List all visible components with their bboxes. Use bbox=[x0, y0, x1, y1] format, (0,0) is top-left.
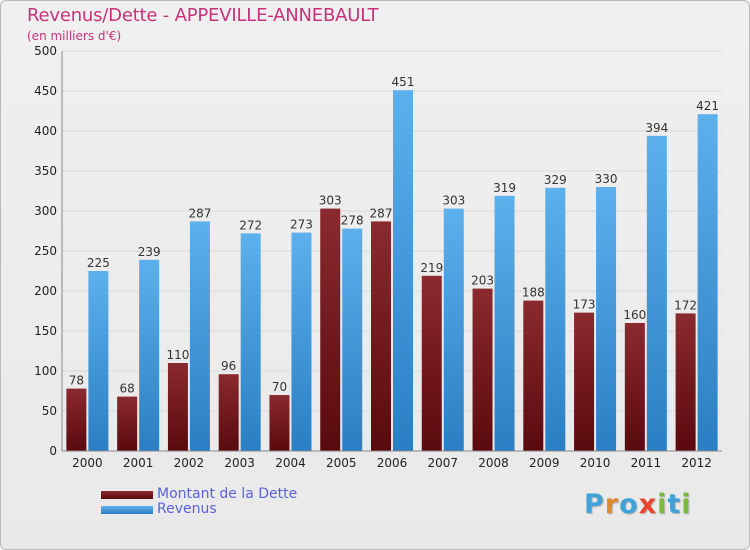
y-tick-label: 100 bbox=[34, 364, 57, 378]
y-tick-label: 350 bbox=[34, 164, 57, 178]
data-label-revenus-2007: 303 bbox=[442, 194, 465, 208]
chart-title: Revenus/Dette - APPEVILLE-ANNEBAULT bbox=[27, 5, 379, 26]
bar-dette-2007 bbox=[421, 275, 442, 451]
data-label-revenus-2004: 273 bbox=[290, 218, 313, 232]
legend-swatch-dette bbox=[101, 490, 153, 499]
data-label-revenus-2006: 451 bbox=[392, 75, 415, 89]
data-label-dette-2011: 160 bbox=[623, 308, 646, 322]
bar-revenus-2000 bbox=[88, 271, 109, 451]
bar-revenus-2006 bbox=[393, 90, 413, 451]
legend-label-dette: Montant de la Dette bbox=[157, 486, 298, 502]
bars bbox=[66, 90, 718, 452]
logo-letter: o bbox=[619, 489, 639, 520]
data-label-revenus-2001: 239 bbox=[138, 245, 161, 259]
x-tick-label-2010: 2010 bbox=[580, 456, 611, 470]
y-tick-label: 300 bbox=[34, 204, 57, 218]
y-tick-label: 200 bbox=[34, 284, 57, 298]
data-label-dette-2010: 173 bbox=[573, 298, 596, 312]
data-label-dette-2009: 188 bbox=[522, 286, 545, 300]
axes: 0 50 100 150 200 250 300 350 400 450 500 2000 2001 20… bbox=[34, 44, 722, 470]
bar-dette-2001 bbox=[117, 396, 138, 451]
bar-dette-2010 bbox=[574, 312, 595, 451]
data-label-dette-2007: 219 bbox=[420, 261, 443, 275]
bar-revenus-2009 bbox=[545, 187, 566, 452]
grid-lines bbox=[62, 50, 722, 452]
data-label-dette-2002: 110 bbox=[166, 348, 189, 362]
y-tick-label: 400 bbox=[34, 124, 57, 138]
logo-letter: x bbox=[638, 489, 658, 520]
bar-dette-2006 bbox=[371, 221, 391, 451]
x-tick-label-2005: 2005 bbox=[326, 456, 357, 470]
logo-letter: i bbox=[681, 489, 692, 520]
data-label-revenus-2003: 272 bbox=[239, 218, 262, 232]
data-label-dette-2005: 303 bbox=[319, 194, 342, 208]
bar-dette-2004 bbox=[269, 395, 290, 451]
bar-revenus-2002 bbox=[189, 221, 210, 451]
bar-dette-2011 bbox=[624, 323, 645, 451]
bar-revenus-2008 bbox=[494, 195, 515, 451]
x-tick-label-2003: 2003 bbox=[224, 456, 255, 470]
bar-dette-2003 bbox=[218, 374, 239, 451]
data-label-revenus-2008: 319 bbox=[493, 181, 516, 195]
logo-letter: i bbox=[657, 489, 668, 520]
bar-revenus-2003 bbox=[240, 233, 261, 451]
data-label-dette-2003: 96 bbox=[221, 359, 236, 373]
x-tick-label-2002: 2002 bbox=[174, 456, 205, 470]
bar-dette-2005 bbox=[320, 208, 341, 451]
bar-revenus-2010 bbox=[596, 187, 617, 451]
legend-swatch-revenus bbox=[101, 505, 153, 514]
y-tick-label: 150 bbox=[34, 324, 57, 338]
data-label-dette-2001: 68 bbox=[120, 382, 135, 396]
bar-revenus-2001 bbox=[139, 259, 160, 451]
y-tick-label: 450 bbox=[34, 84, 57, 98]
y-tick-label: 0 bbox=[49, 444, 57, 458]
data-label-dette-2004: 70 bbox=[272, 380, 287, 394]
logo-letter: t bbox=[667, 489, 682, 520]
data-label-revenus-2010: 330 bbox=[595, 172, 618, 186]
bar-dette-2012 bbox=[675, 313, 696, 451]
bar-dette-2008 bbox=[472, 288, 493, 451]
legend-item-dette: Montant de la Dette bbox=[101, 487, 297, 502]
legend: Montant de la Dette Revenus bbox=[101, 487, 297, 517]
data-label-revenus-2000: 225 bbox=[87, 256, 110, 270]
x-tick-label-2001: 2001 bbox=[123, 456, 154, 470]
chart-subtitle: (en milliers d'€) bbox=[27, 29, 122, 43]
bar-revenus-2007 bbox=[443, 208, 464, 451]
bar-revenus-2012 bbox=[697, 114, 718, 451]
data-label-dette-2006: 287 bbox=[370, 206, 393, 220]
y-tick-label: 250 bbox=[34, 244, 57, 258]
data-label-dette-2008: 203 bbox=[471, 274, 494, 288]
x-tick-label-2008: 2008 bbox=[478, 456, 509, 470]
data-label-revenus-2009: 329 bbox=[544, 173, 567, 187]
x-tick-label-2006: 2006 bbox=[377, 456, 408, 470]
data-label-revenus-2005: 278 bbox=[341, 214, 364, 228]
data-label-dette-2000: 78 bbox=[69, 374, 84, 388]
proxiti-logo: Proxiti bbox=[584, 489, 692, 520]
legend-item-revenus: Revenus bbox=[101, 502, 297, 517]
x-tick-label-2000: 2000 bbox=[72, 456, 103, 470]
bar-dette-2002 bbox=[167, 363, 188, 451]
bar-revenus-2005 bbox=[342, 228, 363, 451]
bar-revenus-2011 bbox=[646, 135, 667, 452]
logo-letter: r bbox=[604, 489, 620, 520]
data-label-revenus-2011: 394 bbox=[645, 121, 668, 135]
data-labels: 78 225 68 239 110 287 96 272 70 273 303 278 287 451 21… bbox=[69, 75, 719, 395]
y-tick-label: 500 bbox=[34, 44, 57, 58]
data-label-revenus-2002: 287 bbox=[188, 206, 211, 220]
legend-label-revenus: Revenus bbox=[157, 501, 217, 517]
x-tick-label-2009: 2009 bbox=[529, 456, 560, 470]
x-tick-label-2007: 2007 bbox=[427, 456, 458, 470]
logo-letter: P bbox=[584, 489, 605, 520]
x-tick-label-2004: 2004 bbox=[275, 456, 306, 470]
x-tick-label-2012: 2012 bbox=[681, 456, 712, 470]
data-label-revenus-2012: 421 bbox=[696, 99, 719, 113]
x-tick-label-2011: 2011 bbox=[631, 456, 662, 470]
data-label-dette-2012: 172 bbox=[674, 298, 697, 312]
bar-dette-2000 bbox=[66, 388, 87, 451]
bar-dette-2009 bbox=[523, 300, 544, 451]
y-tick-label: 50 bbox=[42, 404, 57, 418]
bar-revenus-2004 bbox=[291, 232, 312, 451]
